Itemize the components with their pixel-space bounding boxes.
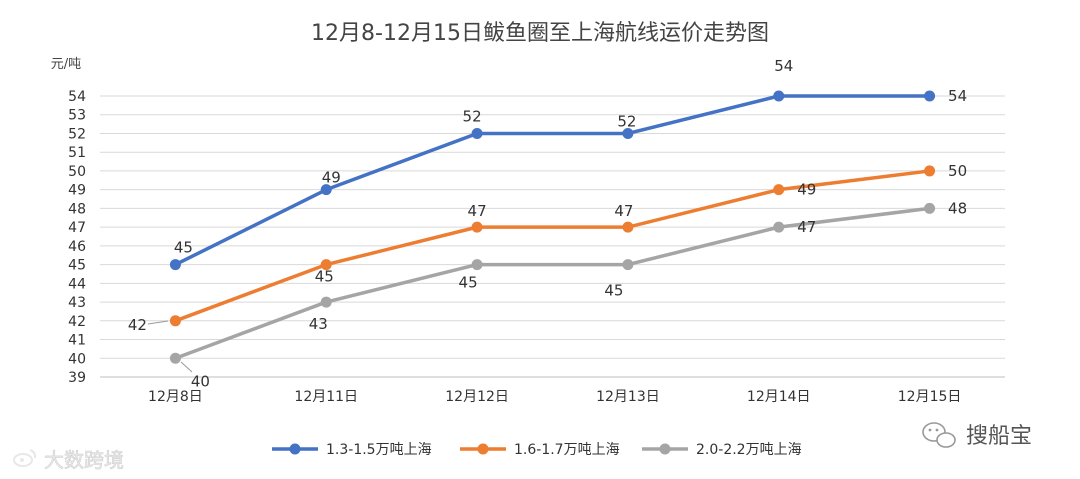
data-label: 49 [797, 181, 816, 199]
leader-line [180, 361, 193, 373]
data-point [320, 296, 332, 308]
legend-item-label: 1.6-1.7万吨上海 [514, 442, 620, 458]
y-tick-label: 50 [68, 164, 86, 180]
legend-marker [477, 443, 489, 455]
data-label: 45 [459, 274, 478, 292]
data-label: 52 [463, 107, 482, 125]
data-label: 45 [604, 282, 623, 300]
y-tick-label: 43 [68, 295, 86, 311]
data-labels: 45 49 52 52 54 54 42 45 47 47 49 50 40 43 45 45 47 48 [128, 57, 967, 390]
data-point [622, 127, 634, 139]
data-label: 49 [322, 169, 341, 187]
legend-item-label: 2.0-2.2万吨上海 [696, 442, 802, 458]
x-axis-ticks: 12月8日 12月11日 12月12日 12月13日 12月14日 12月15日 [148, 389, 961, 405]
y-tick-label: 53 [68, 108, 86, 124]
y-tick-label: 40 [68, 351, 86, 367]
data-point [924, 90, 936, 102]
wechat-logo-icon [922, 422, 956, 448]
data-label: 52 [617, 112, 636, 130]
data-point [773, 184, 785, 196]
data-point [622, 221, 634, 233]
data-point [169, 315, 181, 327]
watermark-right-text: 搜船宝 [966, 424, 1032, 449]
x-tick-label: 12月15日 [898, 389, 962, 405]
data-point [471, 259, 483, 271]
y-tick-label: 45 [68, 258, 86, 274]
y-tick-label: 42 [68, 314, 86, 330]
y-tick-label: 44 [68, 276, 86, 292]
data-label: 47 [797, 218, 816, 236]
data-label: 45 [315, 268, 334, 286]
y-tick-label: 47 [68, 220, 86, 236]
data-label: 48 [948, 199, 967, 217]
legend: 1.3-1.5万吨上海 1.6-1.7万吨上海 2.0-2.2万吨上海 [272, 442, 802, 458]
y-tick-label: 39 [68, 370, 86, 386]
watermark-left: 大数跨境 [13, 448, 124, 472]
data-label: 54 [774, 57, 793, 75]
data-point [320, 259, 332, 271]
data-label: 47 [468, 202, 487, 220]
y-tick-label: 48 [68, 201, 86, 217]
data-point [169, 352, 181, 364]
data-label: 40 [191, 372, 210, 390]
x-tick-label: 12月12日 [445, 389, 509, 405]
series-line [173, 169, 932, 323]
y-tick-label: 46 [68, 239, 86, 255]
y-tick-label: 52 [68, 126, 86, 142]
chart-title: 12月8-12月15日鲅鱼圈至上海航线运价走势图 [311, 21, 769, 46]
data-label: 45 [174, 239, 193, 257]
series-lines [169, 90, 936, 364]
y-tick-label: 41 [68, 333, 86, 349]
series-line [173, 206, 932, 361]
data-label: 43 [309, 315, 328, 333]
data-point [471, 221, 483, 233]
legend-item-label: 1.3-1.5万吨上海 [326, 442, 432, 458]
data-point [924, 202, 936, 214]
data-label: 50 [948, 162, 967, 180]
data-point [169, 259, 181, 271]
y-axis-ticks: 39 40 41 42 43 44 45 46 47 48 49 50 51 52 53 54 [68, 89, 86, 386]
data-point [320, 184, 332, 196]
x-tick-label: 12月8日 [148, 389, 203, 405]
legend-marker [289, 443, 301, 455]
data-point [773, 221, 785, 233]
leader-line [147, 320, 169, 325]
x-tick-label: 12月14日 [747, 389, 811, 405]
watermark-left-text: 大数跨境 [44, 448, 124, 472]
y-axis-unit-label: 元/吨 [51, 57, 81, 72]
data-point [622, 259, 634, 271]
data-label: 47 [614, 202, 633, 220]
data-label: 42 [128, 316, 147, 334]
legend-marker [659, 443, 671, 455]
y-tick-label: 51 [68, 145, 86, 161]
data-point [924, 165, 936, 177]
weibo-logo-icon [13, 449, 37, 467]
x-tick-label: 12月13日 [596, 389, 660, 405]
y-tick-label: 49 [68, 183, 86, 199]
data-point [471, 127, 483, 139]
series-line [173, 94, 932, 267]
data-point [773, 90, 785, 102]
watermark-right: 搜船宝 [922, 422, 1032, 449]
data-label: 54 [948, 87, 967, 105]
y-tick-label: 54 [68, 89, 86, 105]
x-tick-label: 12月11日 [294, 389, 358, 405]
